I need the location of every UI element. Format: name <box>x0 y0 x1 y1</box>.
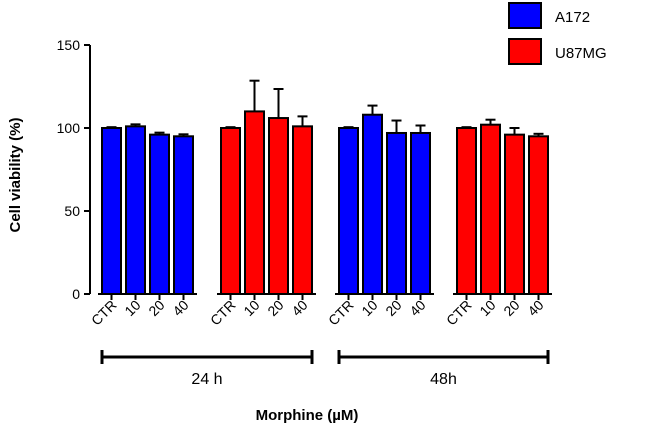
category-label: 20 <box>382 297 404 319</box>
legend-swatch-u87mg <box>508 38 542 65</box>
category-label: 40 <box>524 297 546 319</box>
category-label: 40 <box>169 297 191 319</box>
bar-u87mg-40 <box>292 125 313 295</box>
y-axis: 0 50 100 150 <box>57 37 91 302</box>
category-label: CTR <box>443 297 475 329</box>
category-label: 40 <box>406 297 428 319</box>
bar-a172-40 <box>173 135 194 295</box>
group-brackets: 24 h 48h <box>100 350 550 388</box>
y-axis-title: Cell viability (%) <box>7 117 24 232</box>
category-label: CTR <box>325 297 357 329</box>
group-label: 48h <box>430 371 457 388</box>
category-label: CTR <box>207 297 239 329</box>
category-label: 20 <box>264 297 286 319</box>
bar-u87mg-10 <box>244 110 265 296</box>
bar-a172-ctr <box>338 127 359 295</box>
bar-u87mg-10 <box>480 123 501 296</box>
category-label: 10 <box>476 297 498 319</box>
legend: A172 U87MG <box>508 2 607 65</box>
category-label: 10 <box>358 297 380 319</box>
bar-u87mg-ctr <box>456 127 477 295</box>
category-label: 20 <box>145 297 167 319</box>
legend-swatch-a172 <box>508 2 542 29</box>
y-tick-label: 100 <box>57 120 81 136</box>
legend-label-a172: A172 <box>555 9 590 26</box>
y-tick-label: 50 <box>64 203 80 219</box>
y-tick-label: 150 <box>57 37 81 53</box>
bar-a172-ctr <box>101 127 122 295</box>
category-label: 20 <box>500 297 522 319</box>
bars <box>98 79 552 300</box>
group-label: 24 h <box>191 371 222 388</box>
category-label: CTR <box>88 297 120 329</box>
bar-a172-10 <box>125 125 146 295</box>
category-label: 10 <box>240 297 262 319</box>
bar-u87mg-ctr <box>220 127 241 295</box>
category-labels: CTR 10 20 40 CTR 10 20 40 CTR 10 20 40 CTR 10 20 40 <box>88 297 547 329</box>
bar-a172-40 <box>410 131 431 295</box>
bar-u87mg-40 <box>528 135 549 295</box>
y-tick-label: 0 <box>72 286 80 302</box>
bar-a172-20 <box>386 131 407 295</box>
x-axis-title: Morphine (µM) <box>256 407 359 424</box>
bar-a172-20 <box>149 133 170 295</box>
bar-a172-10 <box>362 113 383 295</box>
category-label: 10 <box>121 297 143 319</box>
bar-u87mg-20 <box>268 117 289 296</box>
bar-u87mg-20 <box>504 133 525 295</box>
legend-label-u87mg: U87MG <box>555 45 607 62</box>
category-label: 40 <box>288 297 310 319</box>
